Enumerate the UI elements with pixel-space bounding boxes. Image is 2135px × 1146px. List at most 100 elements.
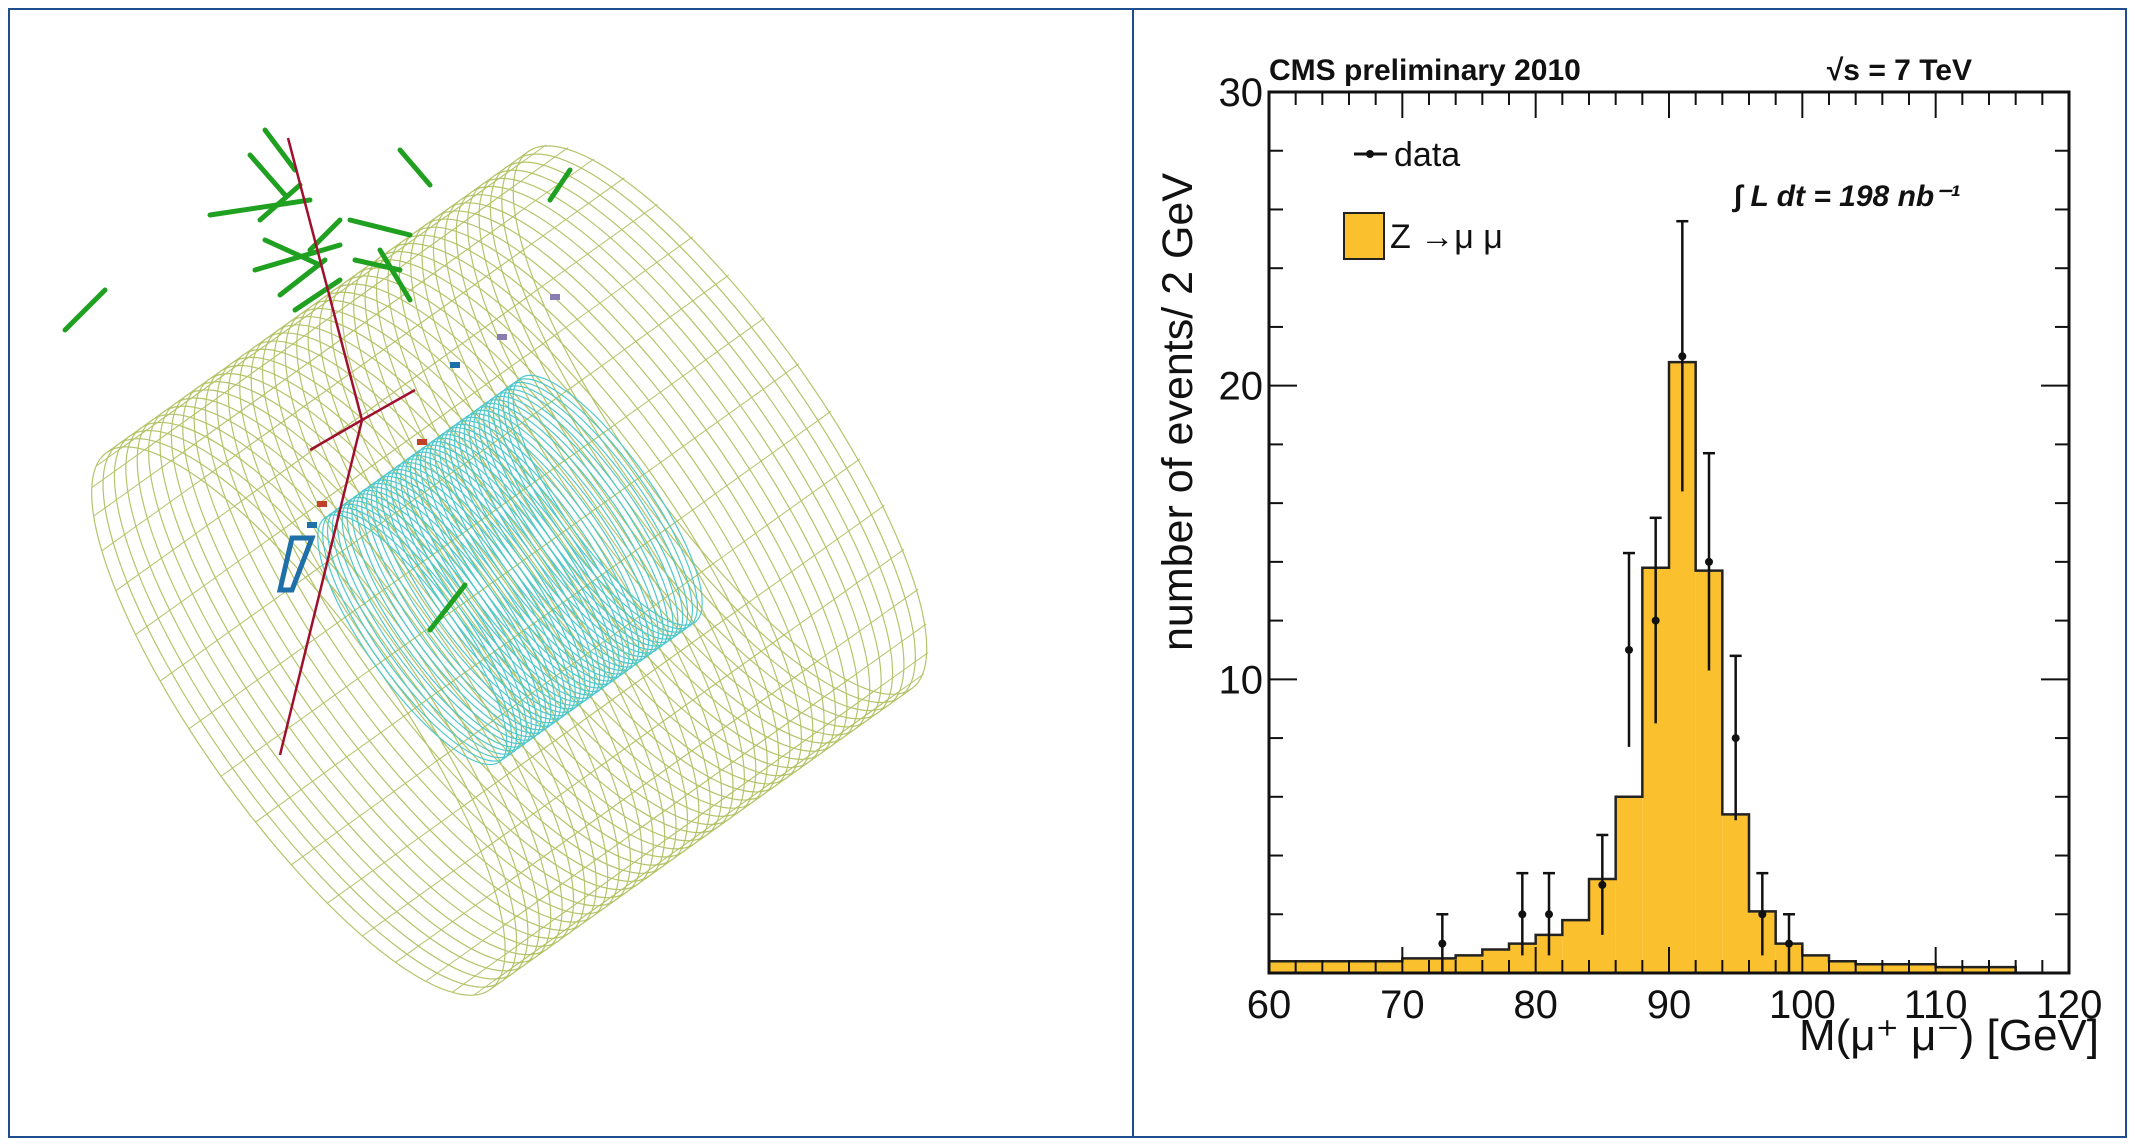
detector-hit [307,522,317,528]
tracker-ring [512,374,703,626]
histogram-bin [1322,961,1349,973]
data-marker [1518,910,1527,919]
muon-chamber-hit [252,242,343,273]
muon-chamber-hit [247,152,288,198]
muon-chamber-hit [377,247,413,303]
plot-frame [1267,90,2071,975]
muon-track [361,388,416,422]
tracker-ring [483,395,674,647]
x-tick-label: 100 [1769,983,1836,1027]
header-right: √s = 7 TeV [1827,54,1972,87]
x-axis-label: M(μ⁺ μ⁻) [GeV] [1799,1011,2099,1060]
calo-stave [395,659,820,963]
muon-chamber-hit [347,217,413,238]
detector-hit [317,501,327,507]
histogram-bin [1269,961,1296,973]
histogram-bin [1455,955,1483,973]
event-display-image [62,127,929,996]
tracker-ring [449,420,640,672]
luminosity-label: ∫ L dt = 198 nb⁻¹ [1732,180,1960,213]
data-point [1676,219,1689,492]
tracker-ring [492,388,684,640]
muon-track [286,137,364,421]
data-point [1756,871,1769,956]
data-point [1516,871,1529,956]
detector-hit [550,294,560,300]
tracker-ring [488,392,679,644]
histogram-bin [1722,814,1749,973]
calo-stave [101,248,526,552]
data-marker [1731,734,1740,743]
histogram-bin [1882,964,1909,973]
calo-stave [489,687,914,991]
histogram-bin [1855,964,1883,973]
calo-stave [327,600,751,904]
calo-stave [362,633,786,937]
tracker-ring [458,413,650,665]
tracker-ring [463,409,654,661]
calo-stave [255,519,680,823]
histogram-bin [1295,961,1323,973]
muon-chamber-hit [292,277,343,313]
muon-tracks [278,137,416,756]
detector-hit [497,334,507,340]
legend-data-dot [1366,150,1374,158]
histogram-bin [1909,964,1936,973]
histogram-bin [1562,920,1589,973]
header-left: CMS preliminary 2010 [1269,54,1581,87]
x-tick-label: 110 [1904,983,1968,1027]
histogram-bin [1375,961,1403,973]
legend: data Z →μ μ [1343,136,1503,260]
data-point [1783,913,1795,973]
x-tick-label: 70 [1380,983,1425,1027]
calo-stave [91,185,516,488]
muon-chamber-hit [397,147,433,188]
y-tick-label: 20 [1219,365,1264,409]
histogram-bin [1615,796,1643,973]
data-points [1436,219,1795,973]
data-point [1649,516,1662,724]
event-display-panel [8,8,1134,1138]
data-point [1543,871,1555,956]
detector-hits [276,294,560,593]
histogram-bin [1482,949,1509,973]
tracker-ring [497,385,689,637]
x-tick-label: 120 [2036,983,2103,1027]
y-tick-label: 10 [1219,658,1264,702]
calorimeter-wireframe [91,144,929,996]
muon-chamber-hit [547,167,573,203]
calo-stave [95,163,520,467]
mass-histogram-panel: CMS preliminary 2010 √s = 7 TeV number o… [1132,8,2127,1138]
histogram-bin [1802,955,1829,973]
muon-chamber-hit [207,197,313,218]
data-marker [1651,616,1660,625]
y-axis-label: number of events/ 2 GeV [1154,173,1202,651]
histogram-bin [1962,967,1989,973]
muon-chamber-hit [277,257,328,298]
calo-stave [188,426,613,730]
tracker-ring [453,416,645,668]
calo-stave [106,149,531,453]
histogram-bin [1402,958,1429,973]
data-marker [1785,939,1793,948]
tracker-ring [444,423,635,675]
y-tick-labels: 10 20 30 [1219,71,1264,702]
data-point [1623,551,1635,747]
data-point [1436,913,1449,973]
muon-track [278,419,364,756]
muon-chamber-hit [352,257,403,273]
muon-chamber-hit [427,582,468,633]
calo-stave [93,213,518,517]
legend-mc-label: Z →μ μ [1390,218,1503,256]
muon-chambers [62,127,573,633]
legend-mc-swatch [1343,212,1385,260]
data-marker [1705,557,1713,566]
histogram-bin [1989,967,2016,973]
histogram-bin [1935,967,1963,973]
tracker-ring [468,406,659,658]
x-tick-labels: 60 70 80 90 100 110 120 [1247,983,2103,1027]
mass-histogram-chart: CMS preliminary 2010 √s = 7 TeV number o… [1154,54,2103,1060]
data-marker [1758,910,1767,919]
muon-chamber-hit [62,287,108,333]
